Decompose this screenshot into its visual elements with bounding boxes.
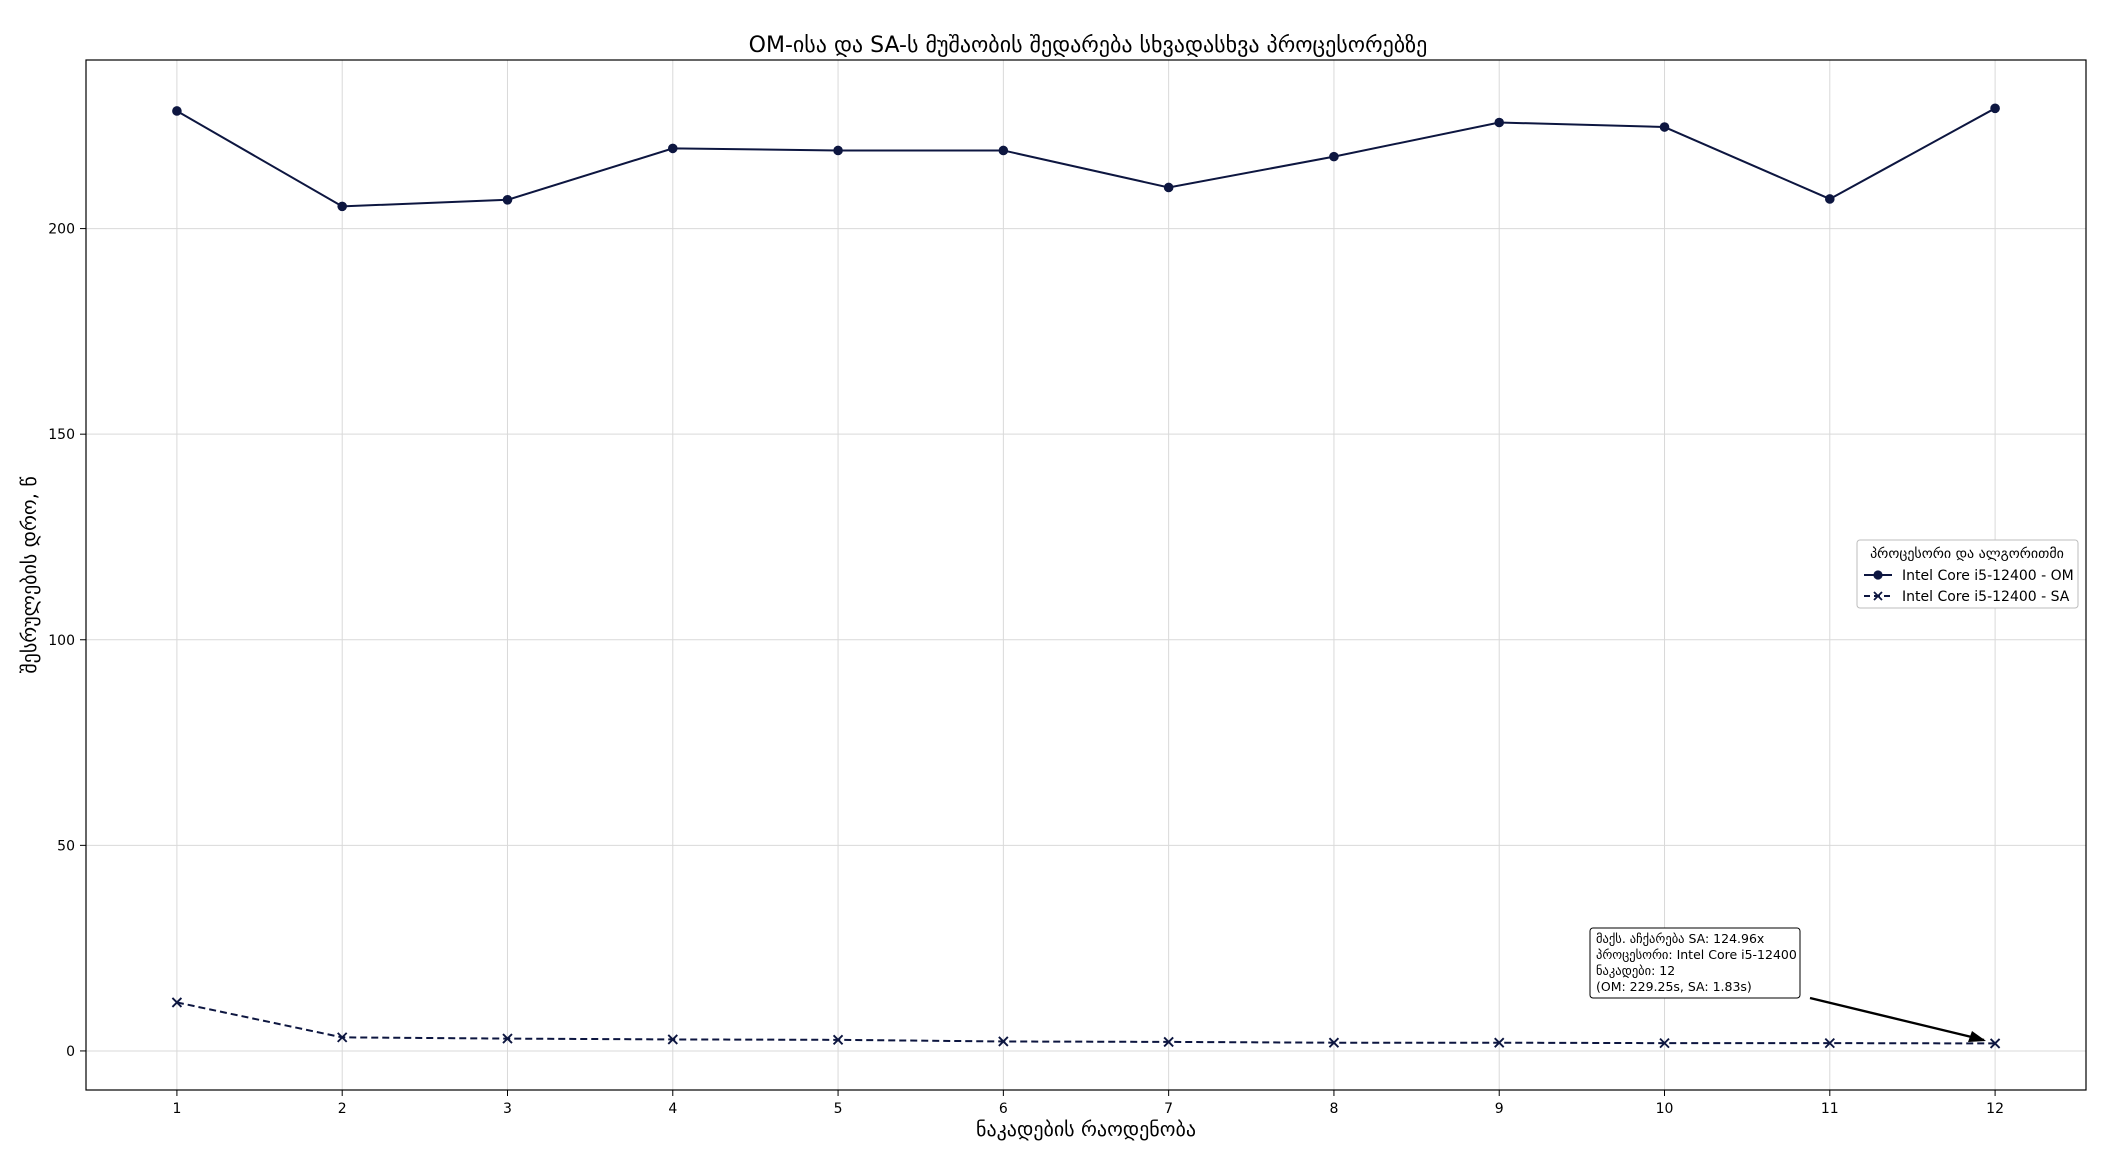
annotation-arrow-shaft bbox=[1809, 996, 1985, 1042]
x-tick-label: 1 bbox=[172, 1101, 181, 1117]
legend-box bbox=[1856, 539, 2079, 609]
om-data-point bbox=[1329, 151, 1339, 162]
om-data-point bbox=[502, 195, 513, 205]
om-data-point bbox=[337, 201, 347, 212]
om-data-point bbox=[667, 143, 678, 154]
om-data-point bbox=[998, 145, 1009, 156]
x-tick-label: 5 bbox=[834, 1101, 843, 1117]
y-tick-label: 200 bbox=[48, 222, 75, 238]
sa-data-point bbox=[1163, 1036, 1174, 1048]
x-axis-label: ნაკადების რაოდენობა bbox=[976, 1117, 1196, 1141]
legend-om-label: Intel Core i5-12400 - OM bbox=[1902, 568, 2074, 584]
annotation-line-threads: ნაკადები: 12 bbox=[1596, 963, 1675, 978]
sa-data-point bbox=[832, 1034, 844, 1046]
sa-data-point bbox=[502, 1033, 513, 1044]
legend-sa-label: Intel Core i5-12400 - SA bbox=[1902, 589, 2070, 605]
sa-data-point bbox=[998, 1036, 1009, 1047]
x-tick-label: 2 bbox=[338, 1101, 347, 1117]
x-tick-label: 7 bbox=[1164, 1101, 1173, 1117]
chart-title: OM-ისა და SA-ს მუშაობის შედარება სხვადას… bbox=[749, 33, 1428, 58]
legend: პროცესორი და ალგორითმი Intel Core i5-124… bbox=[1856, 539, 2079, 609]
sa-data-point bbox=[1659, 1037, 1670, 1049]
plot-frame bbox=[85, 59, 2087, 1091]
series-group bbox=[171, 103, 2001, 1049]
om-data-point bbox=[1163, 182, 1174, 193]
om-data-point bbox=[833, 145, 843, 156]
om-data-point bbox=[1494, 117, 1505, 128]
sa-data-point bbox=[1824, 1037, 1835, 1049]
sa-data-point bbox=[1989, 1038, 2001, 1049]
y-tick-label: 0 bbox=[66, 1044, 75, 1060]
x-tick-label: 8 bbox=[1329, 1101, 1338, 1117]
om-data-point bbox=[1659, 122, 1670, 132]
sa-data-point bbox=[337, 1032, 348, 1043]
x-tick-label: 10 bbox=[1656, 1101, 1674, 1117]
annotation-arrow-head bbox=[1968, 1031, 1986, 1042]
y-axis-label: შესრულების დრო, წ bbox=[17, 476, 41, 673]
sa-data-point bbox=[1328, 1037, 1340, 1048]
om-data-point bbox=[1990, 103, 2000, 114]
x-tick-label: 12 bbox=[1986, 1101, 2004, 1117]
annotation-line-max-speedup: მაქს. აჩქარება SA: 124.96x bbox=[1596, 931, 1764, 946]
annotation-box bbox=[1589, 927, 1801, 999]
sa-data-point bbox=[171, 997, 183, 1008]
x-tick-label: 9 bbox=[1495, 1101, 1504, 1117]
x-tick-label: 4 bbox=[668, 1101, 677, 1117]
x-tick-label: 3 bbox=[503, 1101, 512, 1117]
sa-data-point bbox=[667, 1034, 678, 1045]
annotation-line-times: (OM: 229.25s, SA: 1.83s) bbox=[1596, 979, 1752, 994]
y-tick-label: 150 bbox=[48, 427, 75, 443]
om-data-point bbox=[1825, 194, 1835, 204]
legend-sa-marker-icon bbox=[1873, 591, 1883, 601]
om-series-line bbox=[176, 107, 1996, 208]
legend-om-marker-icon bbox=[1873, 570, 1883, 580]
om-data-point bbox=[172, 106, 182, 116]
speedup-annotation: მაქს. აჩქარება SA: 124.96x პროცესორი: In… bbox=[1589, 927, 1986, 1042]
y-tick-label: 50 bbox=[57, 838, 75, 854]
grid bbox=[86, 60, 2086, 1090]
legend-title: პროცესორი და ალგორითმი bbox=[1870, 545, 2064, 562]
y-tick-label: 100 bbox=[48, 633, 75, 649]
x-tick-label: 6 bbox=[999, 1101, 1008, 1117]
annotation-line-processor: პროცესორი: Intel Core i5-12400 bbox=[1596, 947, 1797, 962]
sa-series-line bbox=[176, 1001, 1996, 1045]
x-tick-label: 11 bbox=[1821, 1101, 1839, 1117]
sa-data-point bbox=[1494, 1037, 1505, 1048]
